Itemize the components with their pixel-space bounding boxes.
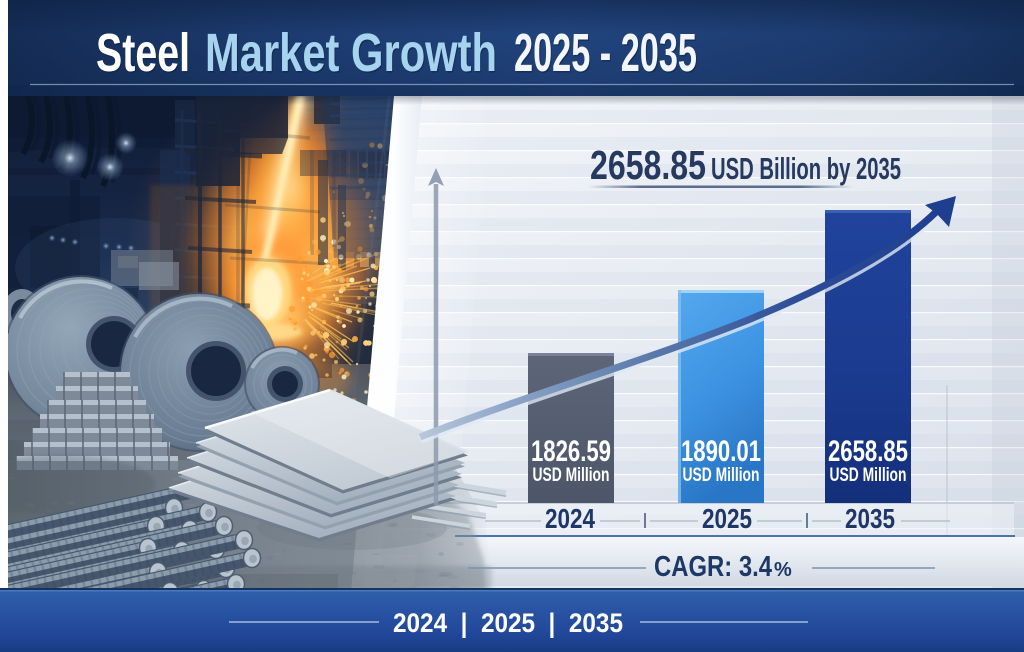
svg-text:%: % <box>774 559 792 581</box>
svg-text:2658.85: 2658.85 <box>590 142 706 188</box>
svg-text:USD Million: USD Million <box>830 465 907 486</box>
svg-text:USD Million: USD Million <box>533 465 610 486</box>
svg-text:1826.59: 1826.59 <box>531 435 611 468</box>
svg-text:2025: 2025 <box>702 503 752 534</box>
svg-text:1890.01: 1890.01 <box>681 435 761 468</box>
svg-text:USD Billion by 2035: USD Billion by 2035 <box>711 151 901 186</box>
svg-text:2024: 2024 <box>545 503 595 534</box>
svg-text:2658.85: 2658.85 <box>828 435 908 468</box>
svg-text:2035: 2035 <box>845 503 895 534</box>
svg-text:CAGR: 3.4: CAGR: 3.4 <box>654 551 772 583</box>
svg-text:2024 | 2025 | 2035: 2024 | 2025 | 2035 <box>393 608 623 638</box>
svg-text:USD Million: USD Million <box>683 465 760 486</box>
